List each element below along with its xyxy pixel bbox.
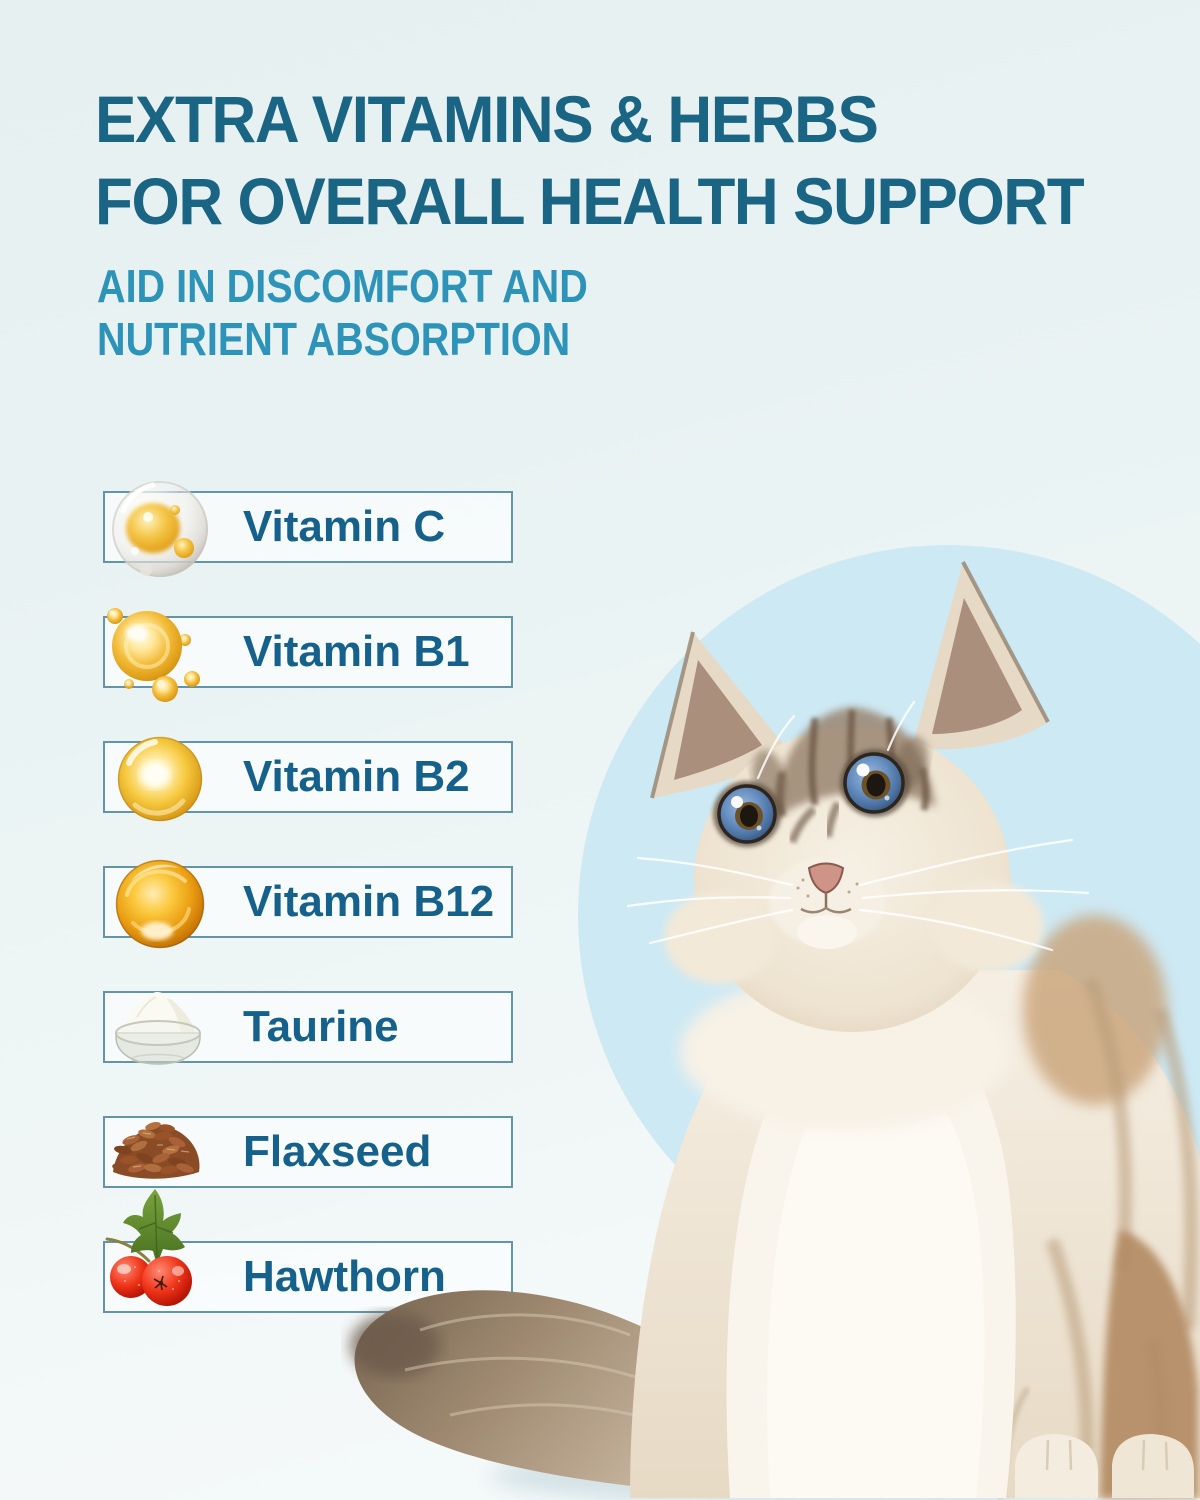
ingredient-label: Taurine bbox=[243, 1002, 399, 1051]
accent-circle bbox=[578, 545, 1200, 1285]
title-line-1: EXTRA VITAMINS & HERBS bbox=[95, 82, 879, 156]
vitamin-b1-droplets-icon bbox=[101, 600, 211, 715]
vitamin-c-bubble-icon bbox=[105, 477, 215, 592]
ingredient-label: Vitamin B2 bbox=[243, 752, 470, 801]
ingredient-label: Vitamin B1 bbox=[243, 627, 470, 676]
list-item-taurine: Taurine bbox=[103, 991, 513, 1065]
list-item-flaxseed: Flaxseed bbox=[103, 1116, 513, 1188]
vitamin-b2-orb-icon bbox=[105, 723, 215, 838]
page-subtitle: AID IN DISCOMFORT AND NUTRIENT ABSORPTIO… bbox=[97, 260, 588, 366]
ingredient-label: Vitamin B12 bbox=[243, 877, 495, 926]
ingredient-label: Hawthorn bbox=[243, 1252, 446, 1301]
list-item-hawthorn: Hawthorn bbox=[103, 1189, 513, 1313]
vitamin-b12-orb-icon bbox=[105, 847, 215, 962]
page-title: EXTRA VITAMINS & HERBS FOR OVERALL HEALT… bbox=[95, 78, 1085, 242]
list-item-vitamin-c: Vitamin C bbox=[103, 481, 513, 577]
header: EXTRA VITAMINS & HERBS FOR OVERALL HEALT… bbox=[95, 78, 1146, 242]
subtitle-line-2: NUTRIENT ABSORPTION bbox=[97, 313, 571, 365]
hawthorn-berries-icon bbox=[99, 1181, 209, 1326]
ingredient-label: Vitamin C bbox=[243, 502, 446, 551]
subtitle-line-1: AID IN DISCOMFORT AND bbox=[97, 260, 588, 312]
list-item-vitamin-b2: Vitamin B2 bbox=[103, 736, 513, 822]
ingredient-list: Vitamin C Vitamin B1 bbox=[103, 481, 513, 1366]
list-item-vitamin-b12: Vitamin B12 bbox=[103, 859, 513, 949]
taurine-powder-dish-icon bbox=[103, 971, 213, 1086]
flaxseed-seeds-icon bbox=[101, 1088, 211, 1203]
ingredient-label: Flaxseed bbox=[243, 1127, 432, 1176]
list-item-vitamin-b1: Vitamin B1 bbox=[103, 608, 513, 702]
title-line-2: FOR OVERALL HEALTH SUPPORT bbox=[95, 164, 1085, 238]
